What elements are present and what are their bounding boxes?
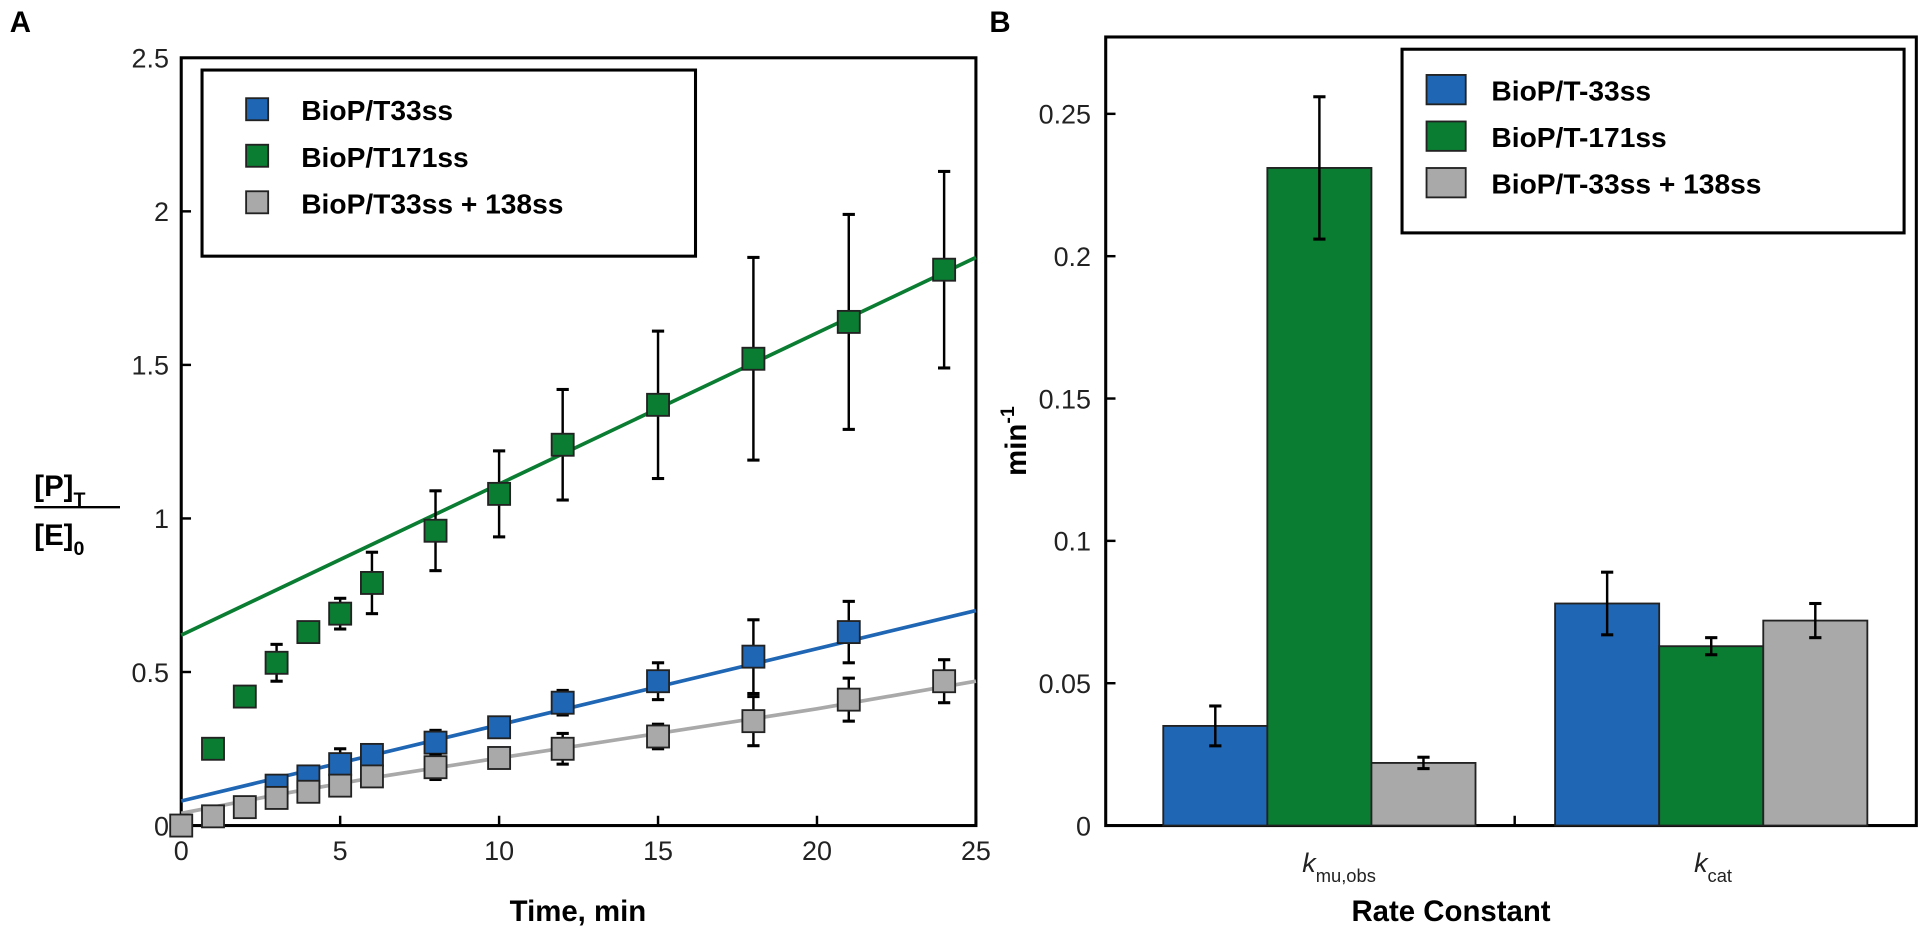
y-tick-label: 0.25 xyxy=(1039,100,1091,130)
x-tick-label: 5 xyxy=(333,836,348,866)
y-tick-label: 0.5 xyxy=(132,658,169,688)
bar xyxy=(1370,762,1477,827)
bar xyxy=(1554,602,1661,827)
data-point xyxy=(201,804,225,829)
panel-b-ylabel: min-1 xyxy=(997,406,1033,476)
legend-label: BioP/T33ss + 138ss xyxy=(301,188,563,219)
y-tick-label: 1 xyxy=(154,504,169,534)
panel-a-xlabel: Time, min xyxy=(510,895,647,928)
x-tick-label: 15 xyxy=(643,836,673,866)
data-point xyxy=(360,571,384,595)
legend-label: BioP/T171ss xyxy=(301,142,468,173)
legend-label: BioP/T33ss xyxy=(301,95,453,126)
data-point xyxy=(328,752,353,777)
data-point xyxy=(741,644,766,669)
data-point xyxy=(487,746,512,770)
legend-swatch xyxy=(1425,120,1467,152)
ylabel-denominator-sub: 0 xyxy=(73,538,84,560)
data-point xyxy=(360,742,384,767)
y-tick-label: 2.5 xyxy=(132,44,169,74)
legend-swatch xyxy=(1425,167,1467,199)
y-tick-label: 0 xyxy=(1076,811,1091,841)
legend-label: BioP/T-33ss xyxy=(1491,76,1651,107)
data-point xyxy=(487,715,512,740)
category-base: k xyxy=(1302,848,1317,878)
y-tick-label: 1.5 xyxy=(132,351,169,381)
legend-swatch xyxy=(245,143,270,168)
ylabel-denominator: [E] xyxy=(34,519,73,552)
y-tick-label: 0.05 xyxy=(1039,669,1091,699)
category-sub: cat xyxy=(1708,865,1733,886)
ylabel-base: min xyxy=(1000,424,1033,476)
panel-a-ylabel: [P]T [E]0 xyxy=(34,470,120,560)
category-sub: mu,obs xyxy=(1316,865,1376,886)
data-point xyxy=(232,795,257,820)
data-point xyxy=(296,779,321,804)
data-point xyxy=(360,764,384,789)
category-base: k xyxy=(1694,848,1709,878)
data-point xyxy=(296,620,321,645)
data-point xyxy=(932,669,957,694)
panel-label-a: A xyxy=(10,6,31,39)
legend-swatch xyxy=(1425,74,1467,106)
data-point xyxy=(423,518,448,543)
data-point xyxy=(328,601,353,626)
ylabel-numerator-sub: T xyxy=(73,489,85,511)
data-point xyxy=(646,392,670,417)
data-point xyxy=(741,346,766,371)
data-point xyxy=(836,309,861,334)
data-point xyxy=(836,620,861,645)
bar xyxy=(1762,619,1869,827)
data-point xyxy=(169,813,194,838)
data-point xyxy=(201,736,225,761)
data-point xyxy=(264,785,289,810)
x-tick-label: 20 xyxy=(802,836,832,866)
svg-text:[P]T: [P]T xyxy=(34,470,85,511)
data-point xyxy=(550,690,575,715)
y-tick-label: 0.15 xyxy=(1039,384,1091,414)
ylabel-numerator: [P] xyxy=(34,470,73,503)
data-point xyxy=(232,684,257,709)
legend-box xyxy=(200,68,698,258)
legend-box xyxy=(1400,47,1906,235)
legend-swatch xyxy=(245,190,270,215)
data-point xyxy=(487,481,512,506)
data-point xyxy=(550,736,575,761)
legend-swatch xyxy=(245,97,270,122)
panel-a-plot: 0 5 10 15 20 25 0 0.5 1 1.5 2 2.5 BioP/T33ss BioP/T17… xyxy=(132,44,991,866)
category-label: kcat xyxy=(1694,848,1732,886)
plot-frame xyxy=(1104,35,1918,828)
svg-text:[E]0: [E]0 xyxy=(34,519,84,560)
y-tick-label: 0.2 xyxy=(1054,242,1091,272)
data-point xyxy=(646,724,670,749)
panel-label-b: B xyxy=(989,6,1010,39)
x-tick-label: 10 xyxy=(484,836,514,866)
bar xyxy=(1658,645,1765,827)
panel-b-xlabel: Rate Constant xyxy=(1351,895,1550,928)
data-point xyxy=(328,773,353,798)
x-tick-label: 25 xyxy=(961,836,991,866)
data-point xyxy=(423,730,448,755)
data-point xyxy=(423,755,448,780)
x-tick-label: 0 xyxy=(174,836,189,866)
y-tick-label: 0 xyxy=(154,811,169,841)
legend: BioP/T33ss BioP/T171ss BioP/T33ss + 138ss xyxy=(200,68,698,258)
category-label: kmu,obs xyxy=(1302,848,1376,886)
data-point xyxy=(550,432,575,457)
y-tick-label: 0.1 xyxy=(1054,527,1091,557)
data-point xyxy=(646,669,670,694)
y-tick-label: 2 xyxy=(154,197,169,227)
plot-frame xyxy=(179,56,978,828)
ylabel-sup: -1 xyxy=(997,406,1019,424)
bar xyxy=(1266,167,1373,827)
legend-label: BioP/T-33ss + 138ss xyxy=(1491,169,1761,200)
legend-label: BioP/T-171ss xyxy=(1491,122,1666,153)
data-point xyxy=(836,687,861,712)
legend: BioP/T-33ss BioP/T-171ss BioP/T-33ss + 138… xyxy=(1400,47,1906,235)
data-point xyxy=(264,650,289,675)
data-point xyxy=(932,257,957,282)
data-point xyxy=(741,709,766,734)
